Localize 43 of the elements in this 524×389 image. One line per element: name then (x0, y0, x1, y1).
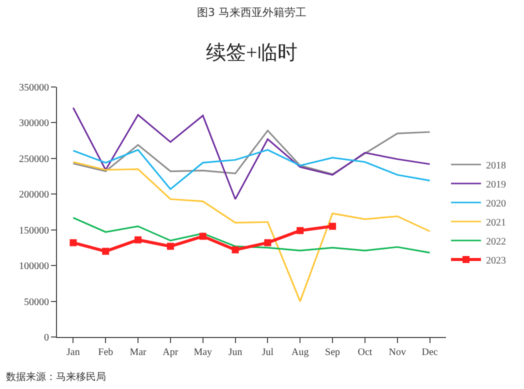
legend-label: 2023 (486, 255, 506, 266)
y-tick-label: 200000 (19, 190, 49, 201)
line-series (72, 130, 431, 175)
point (166, 242, 174, 250)
y-tick-label: 0 (44, 332, 49, 344)
point (296, 227, 304, 234)
legend-label: 2019 (486, 179, 506, 190)
y-tick-label: 350000 (19, 82, 49, 94)
line-series (72, 161, 431, 302)
x-tick-label: Feb (98, 347, 114, 358)
x-tick-label: Jan (66, 347, 80, 358)
legend-label: 2018 (486, 160, 506, 172)
line-series (72, 216, 431, 254)
legend-label: 2021 (486, 217, 506, 228)
point (70, 239, 77, 246)
y-tick-label: 100000 (19, 261, 49, 272)
x-tick-label: Aug (292, 347, 309, 358)
y-tick-label: 150000 (19, 225, 49, 236)
x-tick-label: May (194, 347, 212, 358)
legend-label: 2022 (486, 236, 506, 248)
chart-title: 图3 马来西亚外籍劳工 (197, 6, 306, 19)
point (264, 239, 272, 246)
line-series (72, 149, 431, 190)
x-tick-label: Nov (388, 347, 406, 358)
point (329, 222, 336, 230)
x-tick-label: Sep (325, 347, 340, 358)
chart-subtitle: 续签+临时 (206, 42, 298, 64)
x-tick-label: Jul (262, 347, 274, 358)
legend-label: 2020 (486, 198, 506, 210)
x-tick-label: Apr (162, 347, 179, 358)
point (232, 246, 239, 254)
y-tick-label: 50000 (24, 296, 49, 308)
y-tick-label: 250000 (19, 154, 49, 165)
x-tick-label: Dec (422, 347, 438, 358)
x-tick-label: Jun (228, 347, 242, 358)
point (199, 232, 206, 240)
source-note: 数据来源：马来移民局 (6, 371, 106, 383)
point (102, 248, 110, 255)
point (134, 236, 142, 244)
line-series (72, 106, 431, 200)
x-tick-label: Mar (130, 347, 148, 358)
x-tick-label: Oct (358, 347, 372, 358)
y-tick-label: 300000 (19, 118, 49, 130)
